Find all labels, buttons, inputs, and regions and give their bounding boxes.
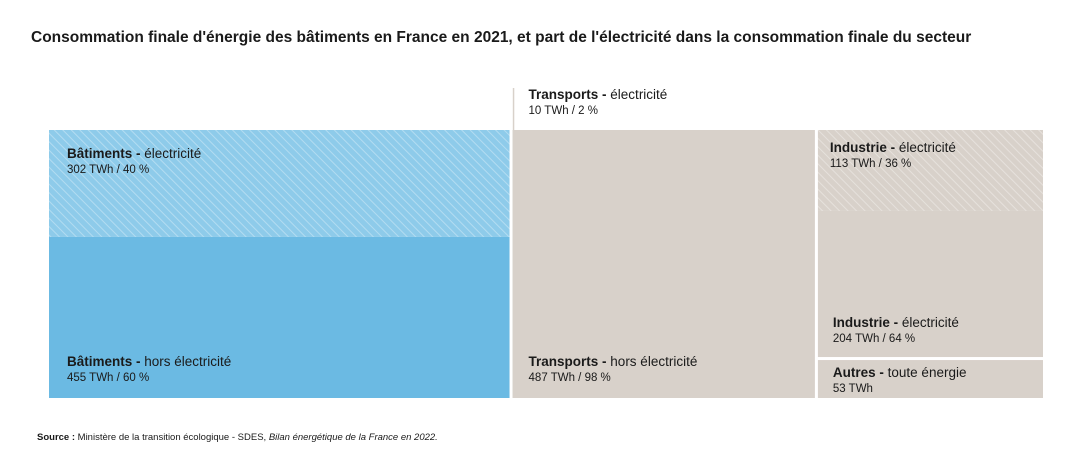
cell-value-0: 302 TWh / 40 % [67, 164, 149, 176]
cell-value-6: 53 TWh [833, 383, 873, 395]
treemap-cell-6 [817, 360, 1043, 398]
cell-label-0: Bâtiments - électricité [67, 146, 201, 161]
cell-label-1: Bâtiments - hors électricité [67, 354, 231, 369]
treemap-cell-4 [817, 130, 1043, 211]
treemap-cell-3 [512, 130, 815, 398]
cell-value-3: 487 TWh / 98 % [529, 372, 611, 384]
cell-label-3: Transports - hors électricité [529, 354, 698, 369]
cell-label-4: Industrie - électricité [830, 140, 956, 155]
source-note: Source : Ministère de la transition écol… [37, 432, 438, 443]
cell-label-6: Autres - toute énergie [833, 365, 967, 380]
source-text: Ministère de la transition écologique - … [75, 432, 269, 443]
cell-value-1: 455 TWh / 60 % [67, 372, 149, 384]
cell-label-5: Industrie - électricité [833, 315, 959, 330]
cell-label-2: Transports - électricité [529, 87, 668, 102]
source-publication: Bilan énergétique de la France en 2022. [268, 432, 438, 443]
chart-title: Consommation finale d'énergie des bâtime… [31, 29, 972, 46]
treemap-cell-5 [817, 210, 1043, 358]
treemap-cell-1 [49, 236, 510, 398]
cell-value-5: 204 TWh / 64 % [833, 333, 915, 345]
source-label: Source : [37, 432, 76, 443]
cell-value-2: 10 TWh / 2 % [529, 105, 598, 117]
treemap-cell-0 [49, 130, 510, 237]
cell-value-4: 113 TWh / 36 % [830, 158, 911, 170]
